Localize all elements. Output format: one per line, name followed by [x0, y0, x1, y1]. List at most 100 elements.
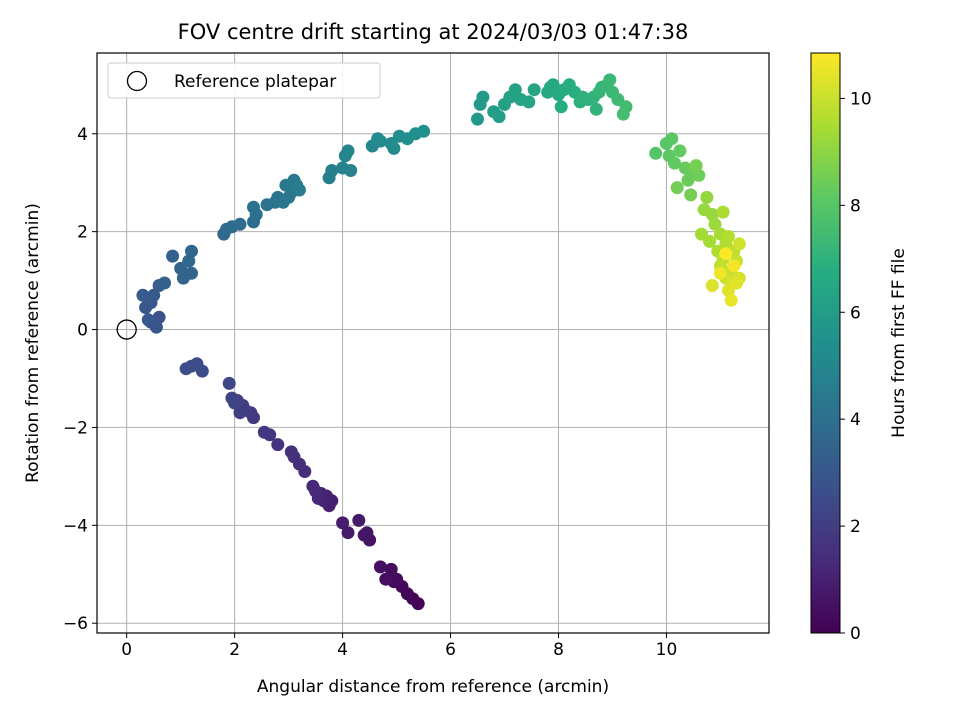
data-point [727, 259, 741, 273]
y-axis-ticks: −6 −4 −2 0 2 4 [63, 125, 97, 634]
x-tick-label: 6 [445, 640, 456, 660]
colorbar-tick-label: 4 [850, 410, 861, 430]
data-point [371, 132, 385, 146]
data-point [166, 249, 180, 263]
reference-point-icon [116, 319, 137, 340]
data-point [703, 234, 717, 248]
data-point [527, 83, 541, 97]
data-point [722, 230, 735, 243]
data-point [225, 391, 239, 405]
data-point [724, 293, 738, 307]
data-point [233, 406, 247, 420]
data-point [179, 362, 193, 376]
data-point [141, 313, 155, 327]
y-tick-label: −6 [63, 614, 88, 634]
data-point [247, 200, 260, 214]
data-point [681, 173, 695, 187]
y-tick-label: −4 [63, 516, 88, 536]
data-point [284, 445, 298, 459]
colorbar-tick-label: 10 [850, 89, 872, 109]
plot-frame [96, 52, 770, 634]
x-tick-label: 4 [337, 640, 348, 660]
data-point [589, 102, 603, 116]
data-point [147, 288, 161, 302]
data-point [684, 188, 698, 202]
data-point [665, 132, 679, 146]
legend-box [107, 62, 381, 99]
colorbar-tick-label: 6 [850, 303, 861, 323]
data-point [471, 112, 484, 126]
data-points [136, 73, 746, 611]
data-point [344, 164, 358, 177]
colorbar-tick-label: 2 [850, 517, 861, 537]
data-point [649, 146, 663, 160]
y-tick-label: 0 [77, 321, 88, 341]
y-tick-label: −2 [63, 418, 88, 438]
reference-platepar-marker [116, 319, 137, 340]
data-point [732, 237, 746, 251]
data-point [673, 144, 687, 158]
data-point [713, 266, 727, 280]
data-point [257, 425, 271, 439]
legend: Reference platepar [107, 62, 381, 99]
data-point [379, 572, 393, 586]
colorbar-tick-label: 8 [850, 196, 861, 216]
data-point [352, 513, 366, 527]
data-point [492, 110, 506, 124]
data-point [603, 73, 617, 87]
data-point [384, 562, 398, 576]
data-point [136, 288, 150, 302]
chart-title: FOV centre drift starting at 2024/03/03 … [178, 20, 689, 44]
data-point [616, 107, 630, 121]
data-point [417, 124, 431, 138]
x-axis-ticks: 0 2 4 6 8 10 [121, 633, 677, 660]
x-tick-label: 10 [656, 640, 678, 660]
legend-label: Reference platepar [174, 72, 336, 92]
data-point [546, 78, 560, 92]
data-point [271, 438, 285, 452]
data-point [233, 217, 247, 231]
data-point [508, 83, 522, 97]
data-point [719, 247, 733, 261]
data-point [158, 276, 171, 290]
data-point [336, 516, 350, 530]
y-tick-label: 2 [77, 223, 88, 243]
data-point [708, 217, 722, 231]
y-axis-label: Rotation from reference (arcmin) [23, 203, 43, 483]
data-point [700, 190, 714, 204]
data-point [182, 254, 196, 268]
x-tick-label: 2 [229, 640, 240, 660]
x-tick-label: 0 [121, 640, 132, 660]
y-tick-label: 4 [77, 125, 88, 145]
colorbar-label: Hours from first FF file [889, 248, 909, 438]
colorbar-ticks: 0 2 4 6 8 10 [840, 89, 872, 644]
data-point [387, 141, 401, 155]
data-point [705, 208, 719, 221]
data-point [222, 376, 236, 390]
data-point [306, 479, 320, 493]
data-point [373, 560, 387, 574]
data-point [522, 95, 536, 109]
data-point [670, 181, 684, 195]
data-point [185, 266, 198, 280]
data-point [668, 156, 681, 170]
data-point [325, 164, 339, 177]
data-point [705, 279, 719, 292]
legend-marker-icon [126, 70, 148, 92]
data-point [290, 178, 304, 192]
colorbar [810, 52, 841, 634]
data-point [341, 526, 355, 540]
data-point [357, 528, 371, 542]
data-point [689, 159, 703, 173]
colorbar-tick-label: 0 [850, 624, 861, 644]
data-point [554, 100, 568, 114]
x-axis-label: Angular distance from reference (arcmin) [257, 677, 609, 697]
data-point [692, 168, 706, 182]
data-point [341, 144, 355, 158]
data-point [185, 244, 198, 258]
x-tick-label: 8 [553, 640, 564, 660]
data-point [716, 205, 730, 219]
data-point [476, 90, 490, 104]
data-point [730, 276, 744, 290]
